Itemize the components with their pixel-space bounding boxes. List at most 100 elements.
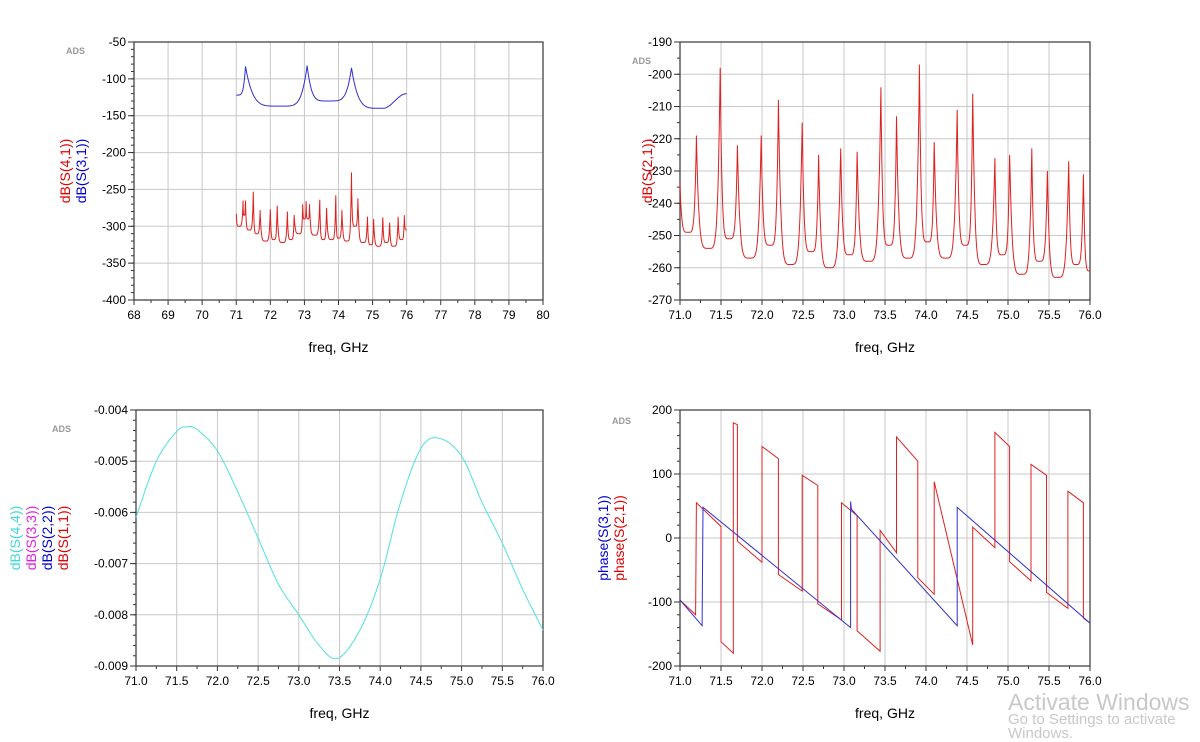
x-tick-label: 78 — [468, 308, 482, 322]
x-tick-label: 75.5 — [1037, 308, 1061, 322]
y-tick-label: -350 — [102, 256, 126, 270]
y-tick-label: -0.005 — [94, 454, 128, 468]
y-tick-label: -210 — [648, 100, 672, 114]
plot-frame — [679, 41, 1091, 301]
x-tick-label: 73.5 — [873, 674, 897, 688]
series-db-s-3-1- — [236, 65, 407, 109]
plot-frame — [135, 409, 544, 667]
x-tick-label: 71.0 — [668, 674, 692, 688]
x-tick-label: 76.0 — [1078, 308, 1102, 322]
x-tick-label: 71.0 — [124, 674, 148, 688]
x-tick-label: 71.5 — [709, 308, 733, 322]
x-tick-label: 75.5 — [1037, 674, 1061, 688]
y-tick-label: -220 — [648, 132, 672, 146]
series-phase-s-2-1- — [679, 422, 1091, 655]
x-tick-label: 71.5 — [709, 674, 733, 688]
x-tick-label: 80 — [536, 308, 550, 322]
y-tick-label: -300 — [102, 219, 126, 233]
x-tick-label: 76.0 — [531, 674, 555, 688]
x-axis-label: freq, GHz — [855, 705, 915, 721]
ads-badge: ADS — [632, 56, 651, 66]
y-axis-label: phase(S(2,1)) — [611, 495, 627, 581]
plot-1: 68 69 70 71 72 73 74 75 76 77 78 79 80 -400 -350 -300 -2… — [57, 35, 550, 355]
plot-frame — [679, 409, 1091, 667]
x-tick-label: 68 — [127, 308, 141, 322]
y-axis-label: phase(S(3,1)) — [595, 495, 611, 581]
plot-4: 71.0 71.5 72.0 72.5 73.0 73.5 74.0 74.5 75.0 75.5… — [595, 403, 1102, 721]
activate-windows-hint: Go to Settings to activate Windows. — [1008, 711, 1176, 742]
x-tick-label: 72.0 — [750, 308, 774, 322]
series-db-s-2-1- — [679, 64, 1090, 278]
y-axis-label: dB(S(2,1)) — [639, 139, 655, 204]
y-tick-label: -190 — [648, 35, 672, 49]
y-tick-label: -250 — [102, 182, 126, 196]
x-tick-label: 76.0 — [1078, 674, 1102, 688]
x-axis-label: freq, GHz — [310, 705, 370, 721]
x-tick-label: 73.5 — [328, 674, 352, 688]
x-tick-label: 74.5 — [955, 674, 979, 688]
y-tick-label: -200 — [648, 659, 672, 673]
x-tick-label: 74 — [332, 308, 346, 322]
x-tick-label: 75.0 — [450, 674, 474, 688]
y-tick-label: -150 — [102, 109, 126, 123]
x-tick-label: 75.0 — [996, 308, 1020, 322]
activate-windows-watermark: Activate Windows — [1008, 689, 1190, 715]
y-tick-label: -0.004 — [94, 403, 128, 417]
x-tick-label: 77 — [434, 308, 448, 322]
y-tick-label: 100 — [652, 467, 672, 481]
x-tick-label: 72.0 — [750, 674, 774, 688]
x-tick-label: 70 — [195, 308, 209, 322]
x-tick-label: 72.5 — [791, 674, 815, 688]
x-axis-label: freq, GHz — [309, 339, 369, 355]
x-tick-label: 74.5 — [955, 308, 979, 322]
series-db-s-4-4- — [135, 426, 544, 660]
y-tick-label: -250 — [648, 229, 672, 243]
y-tick-label: -0.009 — [94, 659, 128, 673]
plot-2: 71.0 71.5 72.0 72.5 73.0 73.5 74.0 74.5 75.0 75.5… — [632, 35, 1102, 355]
y-tick-label: -200 — [102, 146, 126, 160]
ads-badge: ADS — [612, 416, 631, 426]
x-tick-label: 75.0 — [996, 674, 1020, 688]
x-tick-label: 71.0 — [668, 308, 692, 322]
x-tick-label: 79 — [502, 308, 516, 322]
y-tick-label: -0.008 — [94, 608, 128, 622]
y-tick-label: -0.007 — [94, 557, 128, 571]
series-db-s-4-1- — [235, 172, 407, 247]
x-tick-label: 72.5 — [246, 674, 270, 688]
y-axis-label: dB(S(4,4)) — [7, 506, 23, 571]
y-tick-label: -100 — [648, 595, 672, 609]
x-tick-label: 72.5 — [791, 308, 815, 322]
x-tick-label: 74.0 — [369, 674, 393, 688]
x-tick-label: 72 — [264, 308, 278, 322]
x-tick-label: 74.0 — [914, 308, 938, 322]
y-tick-label: -50 — [109, 35, 127, 49]
y-tick-label: 200 — [652, 403, 672, 417]
y-tick-label: -400 — [102, 293, 126, 307]
y-tick-label: -100 — [102, 72, 126, 86]
y-axis-label: dB(S(4,1)) — [57, 139, 73, 204]
x-tick-label: 71.5 — [165, 674, 189, 688]
y-axis-label: dB(S(2,2)) — [39, 506, 55, 571]
x-tick-label: 74.0 — [914, 674, 938, 688]
x-axis-label: freq, GHz — [855, 339, 915, 355]
x-tick-label: 75 — [366, 308, 380, 322]
y-axis-label: dB(S(1,1)) — [55, 506, 71, 571]
y-axis-label: dB(S(3,1)) — [73, 139, 89, 204]
x-tick-label: 73.5 — [873, 308, 897, 322]
y-tick-label: -270 — [648, 293, 672, 307]
y-axis-label: dB(S(3,3)) — [23, 506, 39, 571]
y-tick-label: -230 — [648, 164, 672, 178]
x-tick-label: 71 — [230, 308, 244, 322]
x-tick-label: 76 — [400, 308, 414, 322]
plot-frame — [133, 41, 544, 301]
ads-badge: ADS — [52, 424, 71, 434]
series-phase-s-3-1- — [679, 501, 1091, 629]
x-tick-label: 72.0 — [206, 674, 230, 688]
y-tick-label: -260 — [648, 261, 672, 275]
x-tick-label: 73 — [298, 308, 312, 322]
x-tick-label: 74.5 — [409, 674, 433, 688]
plot-3: 71.0 71.5 72.0 72.5 73.0 73.5 74.0 74.5 75.0 75.5… — [7, 403, 555, 721]
ads-badge: ADS — [66, 46, 85, 56]
x-tick-label: 75.5 — [491, 674, 515, 688]
